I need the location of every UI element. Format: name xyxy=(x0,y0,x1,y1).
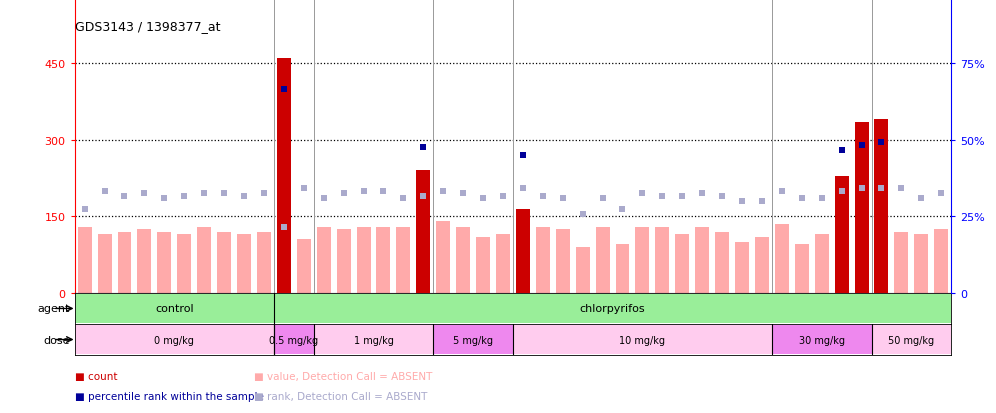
Text: control: control xyxy=(155,304,193,314)
Text: 0.5 mg/kg: 0.5 mg/kg xyxy=(269,335,319,345)
Text: 50 mg/kg: 50 mg/kg xyxy=(888,335,934,345)
Bar xyxy=(835,214,849,293)
Bar xyxy=(516,217,530,293)
Text: 10 mg/kg: 10 mg/kg xyxy=(620,335,665,345)
Bar xyxy=(197,227,211,293)
Bar xyxy=(596,227,610,293)
Bar xyxy=(476,237,490,293)
Bar xyxy=(715,232,729,293)
Bar xyxy=(655,227,669,293)
Bar xyxy=(456,227,470,293)
Text: ■ percentile rank within the sample: ■ percentile rank within the sample xyxy=(75,392,264,401)
Bar xyxy=(237,235,251,293)
Bar xyxy=(433,325,513,354)
Bar xyxy=(635,227,649,293)
Bar xyxy=(277,59,291,293)
Bar xyxy=(835,176,849,293)
Bar xyxy=(516,209,530,293)
Text: ■ value, Detection Call = ABSENT: ■ value, Detection Call = ABSENT xyxy=(254,371,432,381)
Bar xyxy=(576,247,590,293)
Bar xyxy=(257,232,271,293)
Bar xyxy=(755,237,769,293)
Bar xyxy=(536,227,550,293)
Bar xyxy=(855,242,869,293)
Bar xyxy=(274,325,314,354)
Bar xyxy=(217,232,231,293)
Bar xyxy=(874,120,888,293)
Bar xyxy=(695,227,709,293)
Bar xyxy=(274,294,951,324)
Bar xyxy=(872,325,951,354)
Text: ■ count: ■ count xyxy=(75,371,118,381)
Bar xyxy=(436,222,450,293)
Bar xyxy=(297,240,311,293)
Bar xyxy=(118,232,131,293)
Bar xyxy=(775,225,789,293)
Bar xyxy=(78,227,92,293)
Bar xyxy=(396,227,410,293)
Text: 30 mg/kg: 30 mg/kg xyxy=(799,335,845,345)
Bar xyxy=(616,245,629,293)
Bar xyxy=(75,325,274,354)
Text: GDS3143 / 1398377_at: GDS3143 / 1398377_at xyxy=(75,20,220,33)
Bar xyxy=(314,325,433,354)
Bar xyxy=(277,232,291,293)
Text: ■ rank, Detection Call = ABSENT: ■ rank, Detection Call = ABSENT xyxy=(254,392,427,401)
Bar xyxy=(675,235,689,293)
Bar xyxy=(772,325,872,354)
Bar xyxy=(75,294,274,324)
Bar xyxy=(376,227,390,293)
Bar xyxy=(98,235,112,293)
Bar xyxy=(815,235,829,293)
Bar xyxy=(914,235,928,293)
Bar xyxy=(416,171,430,293)
Bar xyxy=(795,245,809,293)
Text: 5 mg/kg: 5 mg/kg xyxy=(453,335,493,345)
Bar xyxy=(874,209,888,293)
Bar xyxy=(157,232,171,293)
Bar xyxy=(337,230,351,293)
Text: 0 mg/kg: 0 mg/kg xyxy=(154,335,194,345)
Text: agent: agent xyxy=(37,304,70,314)
Bar xyxy=(735,242,749,293)
Bar xyxy=(177,235,191,293)
Bar xyxy=(934,230,948,293)
Bar xyxy=(357,227,371,293)
Text: 1 mg/kg: 1 mg/kg xyxy=(354,335,393,345)
Text: chlorpyrifos: chlorpyrifos xyxy=(580,304,645,314)
Bar xyxy=(513,325,772,354)
Bar xyxy=(556,230,570,293)
Bar xyxy=(496,235,510,293)
Bar xyxy=(416,225,430,293)
Bar xyxy=(317,227,331,293)
Bar xyxy=(894,232,908,293)
Text: dose: dose xyxy=(43,335,70,345)
Bar xyxy=(855,123,869,293)
Bar xyxy=(137,230,151,293)
